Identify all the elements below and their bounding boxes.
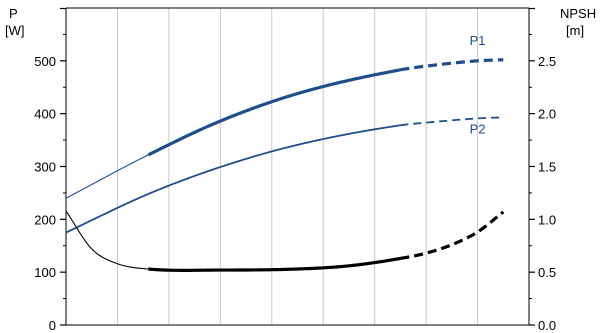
right-tick-label: 0.5: [538, 265, 556, 280]
right-tick-label: 1.0: [538, 212, 556, 227]
right-tick-label: 1.5: [538, 160, 556, 175]
series-label-p1: P1: [470, 33, 486, 48]
npsh-curve-start: [65, 210, 149, 270]
p2-curve-dashed: [400, 116, 504, 127]
plot-frame: [65, 7, 530, 326]
left-axis-ticks: 0 100 200 300 400 500: [34, 7, 66, 333]
right-axis-unit: [m]: [566, 23, 584, 38]
p1-curve-start: [65, 154, 149, 199]
right-axis-ticks: 0.0 0.5 1.0 1.5 2.0 2.5: [529, 7, 556, 333]
right-tick-label: 2.0: [538, 107, 556, 122]
left-axis-title: P: [9, 6, 18, 21]
series-npsh: [65, 210, 505, 272]
left-tick-label: 500: [34, 54, 56, 69]
left-tick-label: 200: [34, 212, 56, 227]
series-p1: [65, 58, 504, 199]
grid: [116, 8, 530, 325]
left-tick-label: 100: [34, 265, 56, 280]
p2-curve-solid: [65, 124, 401, 234]
series-p2: [65, 116, 504, 234]
right-tick-label: 0.0: [538, 318, 556, 333]
series-label-p2: P2: [470, 122, 486, 137]
curves: [65, 58, 505, 272]
p1-curve-dashed: [400, 58, 504, 72]
right-axis-title: NPSH: [560, 6, 596, 21]
series-labels: P1 P2: [470, 33, 486, 137]
left-tick-label: 400: [34, 107, 56, 122]
right-tick-label: 2.5: [538, 54, 556, 69]
p1-curve-bold: [147, 68, 401, 157]
npsh-curve-dashed: [400, 210, 505, 261]
left-tick-label: 300: [34, 160, 56, 175]
left-axis-unit: [W]: [5, 23, 25, 38]
npsh-curve-bold: [148, 256, 401, 272]
left-tick-label: 0: [49, 318, 56, 333]
